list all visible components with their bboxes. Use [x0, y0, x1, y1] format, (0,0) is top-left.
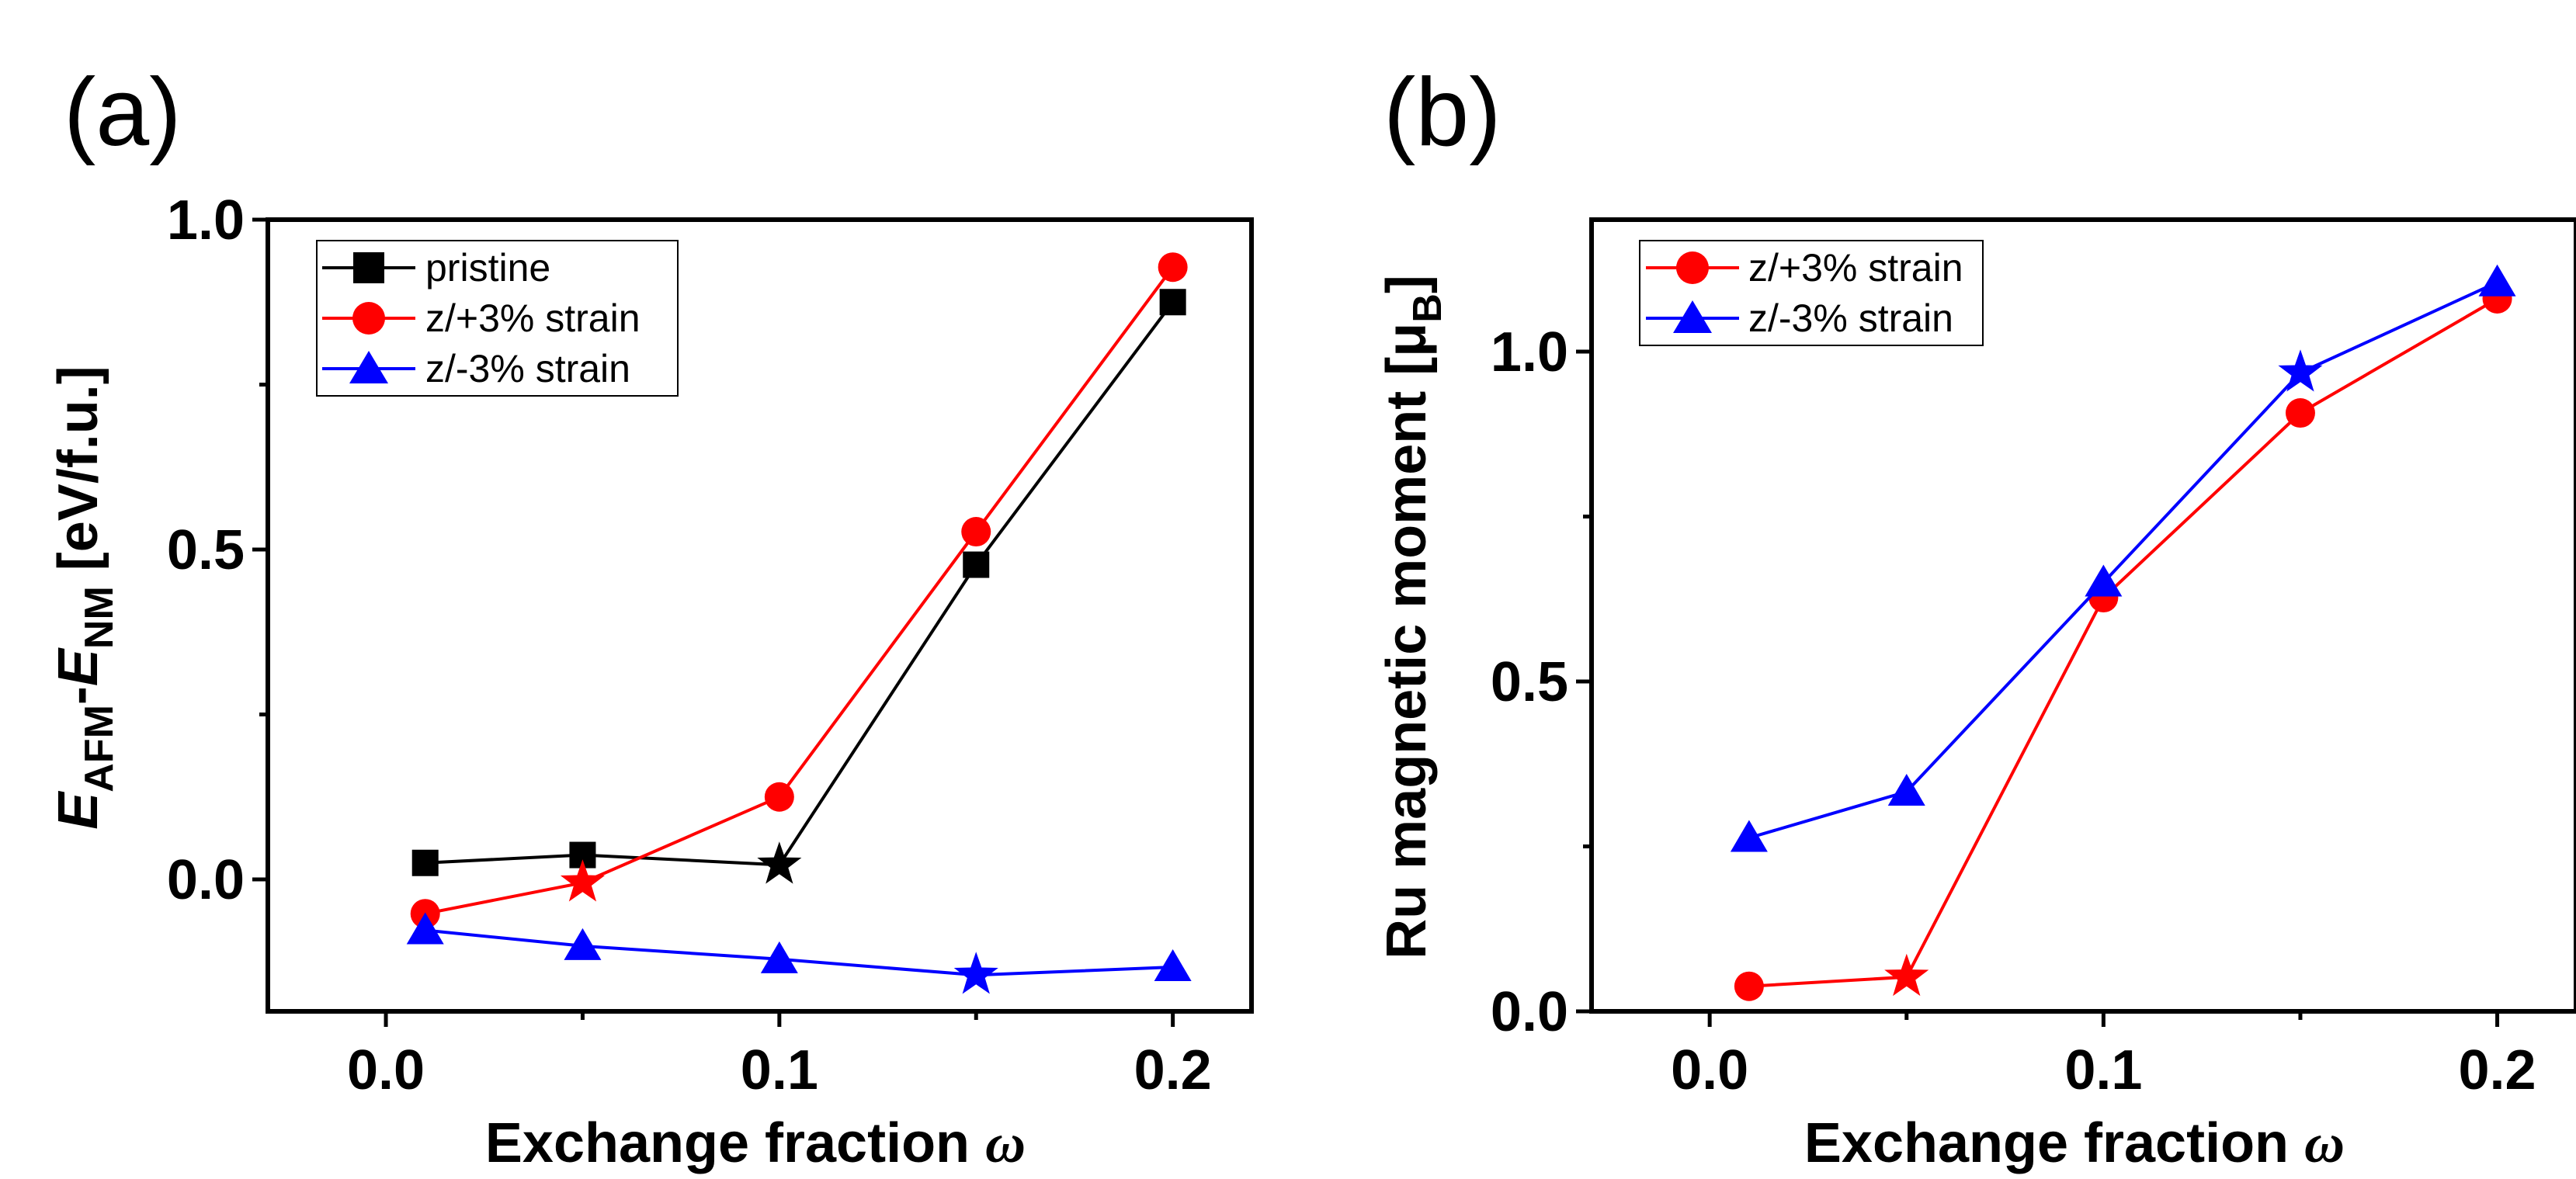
panel-a-legend-label-plus3: z/+3% strain [425, 296, 641, 340]
panel-b-series-1 [1730, 264, 2516, 852]
panel-a-data-point [560, 859, 605, 902]
panel-b-legend-label-plus3: z/+3% strain [1748, 246, 1963, 290]
panel-b-legend-label-minus3: z/-3% strain [1748, 296, 1953, 340]
panel-a-data-point [406, 912, 444, 945]
panel-a-data-point [564, 928, 602, 960]
panel-b-x-tick-label: 0.2 [2459, 1039, 2536, 1101]
panel-a-x-axis-label: Exchange fraction ω [485, 1112, 1026, 1174]
panel-a-data-point [1158, 252, 1188, 283]
panel-a-plot: 0.0 0.1 0.2 0.0 0.5 1.0 [167, 189, 1254, 1101]
panel-a-data-point [757, 841, 802, 884]
panel-a-ylabel-e1: E [47, 791, 109, 830]
panel-a-data-point [764, 782, 794, 812]
panel-b-xlabel-text: Exchange fraction [1804, 1112, 2304, 1174]
panel-b-data-point [2085, 564, 2123, 597]
panel-b-x-tick-label: 0.1 [2064, 1039, 2142, 1101]
panel-b-y-tick-label: 0.5 [1491, 651, 1568, 713]
panel-a-y-tick-label: 0.5 [167, 519, 245, 581]
panel-a-series-2 [406, 912, 1192, 994]
panel-a-ylabel-dash: - [47, 686, 109, 705]
panel-b: (b) Ru magnetic moment [μB] Exchange fra… [1376, 59, 2576, 1174]
panel-b-y-tick-label: 0.0 [1491, 981, 1568, 1043]
panel-a-xlabel-text: Exchange fraction [485, 1112, 985, 1174]
panel-a-y-tick-label: 0.0 [167, 849, 245, 911]
panel-a-xlabel-omega: ω [985, 1112, 1026, 1174]
panel-b-data-point [1730, 820, 1768, 852]
panel-a-data-point [760, 941, 798, 973]
panel-b-y-axis-label: Ru magnetic moment [μB] [1376, 275, 1450, 959]
panel-b-xlabel-omega: ω [2304, 1112, 2345, 1174]
panel-a-data-point [961, 517, 991, 547]
panel-b-axes-frame [1589, 217, 2576, 1014]
panel-b-ylabel-end: ] [1376, 275, 1438, 293]
panel-a-ylabel-sub2: NM [77, 586, 122, 649]
panel-a-legend-label-minus3: z/-3% strain [425, 347, 630, 390]
panel-a-x-tick-label: 0.0 [347, 1039, 425, 1101]
panel-b-data-point [1887, 773, 1925, 806]
panel-b-data-point [2278, 349, 2323, 392]
panel-b-series-0 [1734, 284, 2512, 1001]
panel-b-y-tick-label: 1.0 [1491, 321, 1568, 383]
panel-b-data-point [2478, 264, 2516, 296]
panel-b-ylabel-sub: B [1405, 293, 1450, 323]
panel-a: (a) EAFM-ENM [eV/f.u.] Exchange fraction… [47, 59, 1254, 1174]
panel-a-data-point [1154, 949, 1192, 982]
panel-a-data-point [963, 551, 990, 578]
panel-b-data-point [1884, 953, 1929, 997]
panel-b-legend-marker-minus3 [1673, 300, 1712, 333]
panel-a-y-axis-label: EAFM-ENM [eV/f.u.] [47, 366, 122, 830]
panel-b-x-axis-label: Exchange fraction ω [1804, 1112, 2345, 1174]
panel-a-series-line [425, 928, 1173, 977]
panel-b-legend-marker-plus3 [1676, 251, 1709, 284]
panel-a-legend-marker-minus3 [349, 351, 388, 383]
panel-a-data-point [1159, 289, 1186, 316]
panel-a-legend-marker-plus3 [352, 302, 385, 335]
panel-b-plot: 0.0 0.1 0.2 0.0 0.5 1.0 [1491, 217, 2576, 1101]
panel-a-series-1 [410, 252, 1188, 929]
panel-a-data-point [953, 952, 998, 994]
panel-b-ylabel-main: Ru magnetic moment [μ [1376, 323, 1438, 959]
panel-a-x-tick-label: 0.1 [741, 1039, 818, 1101]
panel-b-data-point [1734, 971, 1764, 1001]
panel-a-ylabel-e2: E [47, 647, 109, 686]
panel-a-data-point [411, 849, 439, 876]
panel-a-legend: pristine z/+3% strain z/-3% strain [316, 240, 679, 397]
panel-a-legend-label-pristine: pristine [425, 246, 550, 290]
panel-b-series-line [1748, 297, 2498, 988]
panel-a-ylabel-sub1: AFM [77, 705, 122, 792]
panel-a-series-0 [411, 289, 1186, 884]
panel-a-label: (a) [64, 59, 182, 166]
panel-b-data-point [2285, 398, 2315, 428]
svg-text:EAFM-ENM [eV/f.u.]: EAFM-ENM [eV/f.u.] [47, 366, 122, 830]
panel-a-y-tick-label: 1.0 [167, 189, 245, 251]
svg-text:Ru magnetic moment [μB]: Ru magnetic moment [μB] [1376, 275, 1450, 959]
panel-a-legend-marker-pristine [353, 252, 384, 283]
panel-b-x-tick-label: 0.0 [1671, 1039, 1748, 1101]
panel-a-ylabel-units: [eV/f.u.] [47, 366, 109, 586]
panel-b-label: (b) [1383, 59, 1502, 166]
panel-a-x-tick-label: 0.2 [1134, 1039, 1212, 1101]
panel-a-axes-frame [266, 217, 1254, 1014]
panel-b-legend: z/+3% strain z/-3% strain [1639, 240, 1984, 346]
